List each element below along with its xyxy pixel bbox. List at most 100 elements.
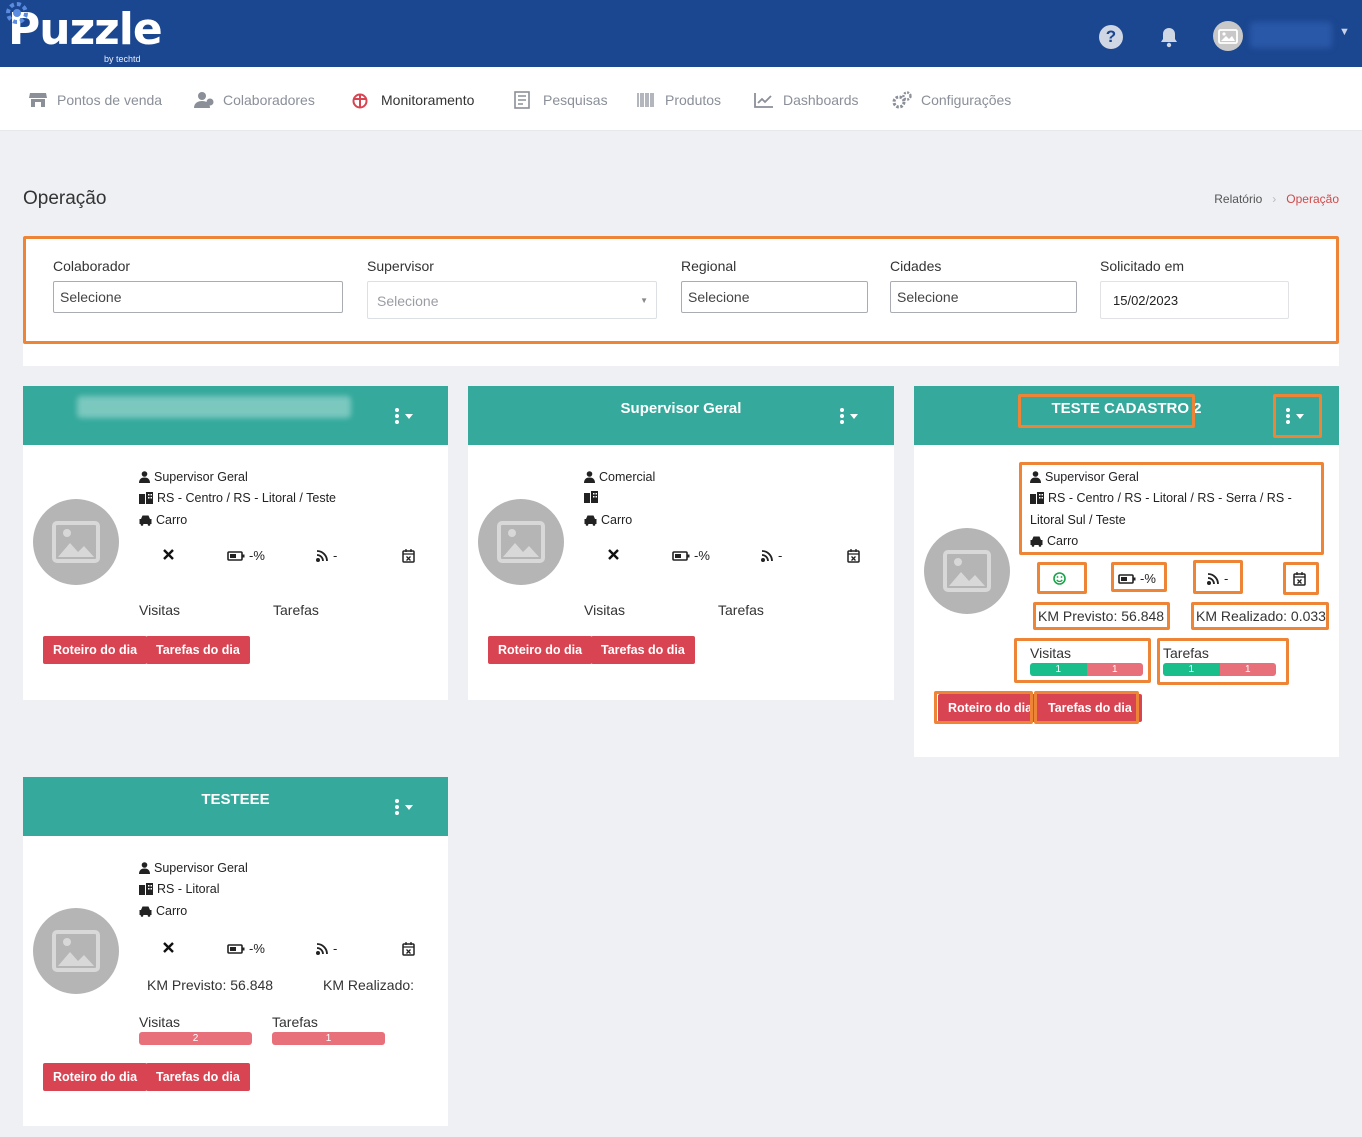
supervisor-select[interactable]: Selecione ▼ bbox=[367, 281, 657, 319]
x-mark-icon bbox=[163, 549, 174, 560]
filter-label: Supervisor bbox=[367, 258, 434, 274]
card-menu-button[interactable] bbox=[395, 408, 413, 424]
battery-status: -% bbox=[227, 941, 265, 956]
building-icon bbox=[139, 492, 153, 504]
calendar-x-icon bbox=[402, 549, 415, 563]
nav-label: Monitoramento bbox=[381, 92, 475, 108]
battery-status: -% bbox=[672, 548, 710, 563]
nav-pesquisas[interactable]: Pesquisas bbox=[514, 91, 608, 109]
car-icon bbox=[139, 906, 152, 917]
role-text: Supervisor Geral bbox=[154, 861, 248, 875]
tasks-label: Tarefas bbox=[718, 602, 764, 618]
card-menu-button[interactable] bbox=[1286, 408, 1304, 424]
breadcrumb-item-relatorio[interactable]: Relatório bbox=[1214, 192, 1263, 206]
battery-status: -% bbox=[1118, 571, 1156, 586]
user-name-redacted[interactable] bbox=[1250, 22, 1332, 48]
nav-monitoramento[interactable]: Monitoramento bbox=[352, 91, 474, 109]
calendar-status[interactable] bbox=[402, 549, 415, 563]
nav-colaboradores[interactable]: Colaboradores bbox=[194, 91, 315, 109]
card-title: Supervisor Geral bbox=[620, 400, 742, 417]
tasks-label: Tarefas bbox=[272, 1014, 318, 1030]
tasks-progress-bar: 1 bbox=[272, 1032, 385, 1045]
signal-icon bbox=[316, 942, 328, 955]
km-previsto: KM Previsto: 56.848 bbox=[147, 977, 274, 993]
user-avatar[interactable] bbox=[1213, 21, 1243, 51]
battery-icon bbox=[672, 550, 690, 561]
visits-label: Visitas bbox=[1030, 645, 1071, 661]
tarefas-do-dia-button[interactable]: Tarefas do dia bbox=[1038, 694, 1142, 722]
monitor-icon bbox=[352, 93, 368, 109]
visits-pending-segment: 1 bbox=[1086, 663, 1143, 676]
info-regions: RS - Centro / RS - Litoral / RS - Serra … bbox=[1030, 491, 1292, 505]
filter-label: Colaborador bbox=[53, 258, 131, 274]
card-header bbox=[23, 386, 448, 445]
calendar-status[interactable] bbox=[1293, 572, 1306, 586]
breadcrumb-item-operacao: Operação bbox=[1286, 192, 1339, 206]
roteiro-do-dia-button[interactable]: Roteiro do dia bbox=[488, 636, 593, 664]
car-icon bbox=[139, 515, 152, 526]
card-title: TESTE CADASTRO 2 bbox=[1051, 400, 1202, 417]
tarefas-do-dia-button[interactable]: Tarefas do dia bbox=[146, 1063, 250, 1091]
nav-label: Pesquisas bbox=[543, 92, 608, 108]
vehicle-text: Carro bbox=[1047, 534, 1079, 548]
battery-value: -% bbox=[249, 941, 265, 956]
signal-value: - bbox=[778, 548, 783, 563]
breadcrumb: Relatório › Operação bbox=[1214, 192, 1339, 206]
kebab-icon bbox=[395, 799, 399, 815]
nav-pontos-de-venda[interactable]: Pontos de venda bbox=[28, 91, 162, 109]
barcode-icon bbox=[637, 93, 654, 107]
tarefas-do-dia-button[interactable]: Tarefas do dia bbox=[146, 636, 250, 664]
info-regions: RS - Litoral bbox=[139, 882, 220, 896]
card-title: TESTEEE bbox=[201, 791, 270, 808]
colaborador-input[interactable]: Selecione bbox=[53, 281, 343, 313]
regional-input[interactable]: Selecione bbox=[681, 281, 868, 313]
chevron-down-icon[interactable]: ▼ bbox=[1339, 26, 1350, 38]
nav-dashboards[interactable]: Dashboards bbox=[754, 91, 859, 109]
info-role: Supervisor Geral bbox=[139, 470, 248, 484]
user-tie-icon bbox=[139, 862, 150, 874]
calendar-status[interactable] bbox=[402, 942, 415, 956]
calendar-status[interactable] bbox=[847, 549, 860, 563]
info-regions bbox=[584, 491, 602, 503]
nav-label: Colaboradores bbox=[223, 92, 315, 108]
roteiro-do-dia-button[interactable]: Roteiro do dia bbox=[43, 636, 148, 664]
card-menu-button[interactable] bbox=[840, 408, 858, 424]
regions-text: Litoral Sul / Teste bbox=[1030, 513, 1126, 527]
date-input[interactable]: 15/02/2023 bbox=[1100, 281, 1289, 319]
filter-panel: Colaborador Selecione Supervisor Selecio… bbox=[23, 236, 1339, 366]
avatar bbox=[924, 528, 1010, 614]
collaborator-card: Supervisor Geral Comercial Carro -% - Vi… bbox=[468, 386, 894, 700]
role-text: Supervisor Geral bbox=[154, 470, 248, 484]
collaborator-card: TESTEEE Supervisor Geral RS - Litoral Ca… bbox=[23, 777, 448, 1126]
vehicle-text: Carro bbox=[601, 513, 633, 527]
supervisor-select-value: Selecione bbox=[377, 293, 439, 309]
filter-solicitado-em: Solicitado em 15/02/2023 bbox=[1100, 258, 1289, 319]
roteiro-do-dia-button[interactable]: Roteiro do dia bbox=[43, 1063, 148, 1091]
battery-icon bbox=[227, 943, 245, 954]
tarefas-do-dia-button[interactable]: Tarefas do dia bbox=[591, 636, 695, 664]
nav-label: Pontos de venda bbox=[57, 92, 163, 108]
signal-status: - bbox=[760, 548, 782, 563]
nav-produtos[interactable]: Produtos bbox=[636, 91, 721, 109]
nav-label: Produtos bbox=[665, 92, 722, 108]
calendar-x-icon bbox=[847, 549, 860, 563]
card-header: TESTEEE bbox=[23, 777, 448, 836]
km-realizado: KM Realizado: bbox=[323, 977, 415, 993]
visits-label: Visitas bbox=[584, 602, 625, 618]
avatar bbox=[478, 499, 564, 585]
bell-icon[interactable] bbox=[1157, 25, 1181, 49]
kebab-icon bbox=[840, 408, 844, 424]
cidades-input[interactable]: Selecione bbox=[890, 281, 1077, 313]
image-placeholder-icon bbox=[52, 521, 100, 563]
card-menu-button[interactable] bbox=[395, 799, 413, 815]
nav-configuracoes[interactable]: Configurações bbox=[892, 91, 1011, 109]
card-header: Supervisor Geral bbox=[468, 386, 894, 445]
visits-pending-segment: 2 bbox=[139, 1032, 252, 1045]
battery-icon bbox=[1118, 573, 1136, 584]
user-tie-icon bbox=[584, 471, 595, 483]
logo[interactable]: Puzzle by techtd bbox=[6, 2, 163, 64]
help-icon[interactable]: ? bbox=[1099, 25, 1123, 49]
role-text: Supervisor Geral bbox=[1045, 470, 1139, 484]
roteiro-do-dia-button[interactable]: Roteiro do dia bbox=[938, 694, 1043, 722]
role-text: Comercial bbox=[599, 470, 656, 484]
